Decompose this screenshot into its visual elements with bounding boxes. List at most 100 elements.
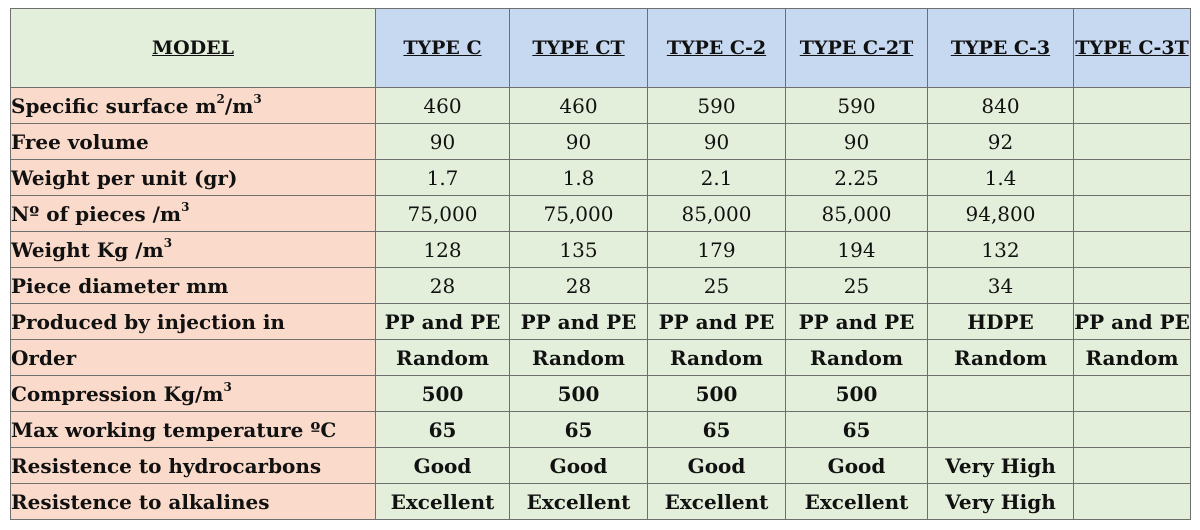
label-text: Produced by injection in (11, 309, 285, 334)
table-cell: 500 (647, 375, 786, 412)
table-cell: Good (509, 447, 648, 484)
table-cell: PP and PE (647, 303, 786, 340)
row-label: Order (10, 339, 376, 376)
table-cell: 85,000 (785, 195, 928, 232)
label-text: Specific surface m (11, 93, 217, 118)
table-cell: 500 (785, 375, 928, 412)
table-cell: Very High (927, 447, 1074, 484)
table-cell: PP and PE (1073, 303, 1191, 340)
table-cell: Excellent (375, 483, 510, 520)
label-text: Weight Kg /m (11, 237, 164, 262)
row-label: Weight Kg /m3 (10, 231, 376, 268)
table-cell: Very High (927, 483, 1074, 520)
table-cell: HDPE (927, 303, 1074, 340)
row-label: Resistence to alkalines (10, 483, 376, 520)
table-cell (1073, 267, 1191, 304)
label-text: Resistence to alkalines (11, 489, 270, 514)
table-cell: 90 (509, 123, 648, 160)
table-cell: Random (785, 339, 928, 376)
table-cell: PP and PE (509, 303, 648, 340)
table-cell: 75,000 (375, 195, 510, 232)
table-cell (1073, 411, 1191, 448)
table-cell: Random (927, 339, 1074, 376)
model-header: MODEL (10, 8, 376, 88)
table-cell: 90 (375, 123, 510, 160)
row-label: Nº of pieces /m3 (10, 195, 376, 232)
type-header: TYPE CT (509, 8, 648, 88)
table-cell: 460 (375, 87, 510, 124)
row-label: Specific surface m2/m3 (10, 87, 376, 124)
table-cell: Random (1073, 339, 1191, 376)
table-cell: Random (647, 339, 786, 376)
table-cell: 2.25 (785, 159, 928, 196)
table-cell: Random (375, 339, 510, 376)
type-header: TYPE C-2T (785, 8, 928, 88)
table-cell: Random (509, 339, 648, 376)
label-text: Resistence to hydrocarbons (11, 453, 322, 478)
table-cell: 194 (785, 231, 928, 268)
table-cell: Excellent (785, 483, 928, 520)
table-row: Piece diameter mm 28 28 25 25 34 (10, 267, 1191, 304)
table-cell: 1.4 (927, 159, 1074, 196)
table-cell: 65 (785, 411, 928, 448)
table-cell: Excellent (509, 483, 648, 520)
table-row: Compression Kg/m3 500 500 500 500 (10, 375, 1191, 412)
table-row: Resistence to alkalines Excellent Excellen… (10, 483, 1191, 520)
table-cell: 65 (375, 411, 510, 448)
table-cell: 128 (375, 231, 510, 268)
table-cell (1073, 231, 1191, 268)
table-cell: 90 (785, 123, 928, 160)
table-cell: 75,000 (509, 195, 648, 232)
type-header: TYPE C-3T (1073, 8, 1191, 88)
table-cell: 179 (647, 231, 786, 268)
table-cell: 94,800 (927, 195, 1074, 232)
table-cell: 2.1 (647, 159, 786, 196)
type-header: TYPE C-3 (927, 8, 1074, 88)
table-cell: PP and PE (785, 303, 928, 340)
label-text: Weight per unit (gr) (11, 165, 238, 190)
table-cell: 500 (509, 375, 648, 412)
row-label: Free volume (10, 123, 376, 160)
table-row: Free volume 90 90 90 90 92 (10, 123, 1191, 160)
table-cell: 90 (647, 123, 786, 160)
table-cell: 28 (509, 267, 648, 304)
label-superscript: 3 (253, 91, 262, 106)
table-row: Weight per unit (gr) 1.7 1.8 2.1 2.25 1.4 (10, 159, 1191, 196)
table-cell: 132 (927, 231, 1074, 268)
row-label: Compression Kg/m3 (10, 375, 376, 412)
label-text: Order (11, 345, 77, 370)
table-cell: Good (647, 447, 786, 484)
table-cell: Good (375, 447, 510, 484)
row-label: Produced by injection in (10, 303, 376, 340)
table-cell: 460 (509, 87, 648, 124)
type-header: TYPE C-2 (647, 8, 786, 88)
header-row: MODEL TYPE C TYPE CT TYPE C-2 TYPE C-2T … (10, 8, 1191, 88)
table-cell: 65 (647, 411, 786, 448)
table-cell (1073, 483, 1191, 520)
table-cell: Excellent (647, 483, 786, 520)
row-label: Max working temperature ºC (10, 411, 376, 448)
table-cell: 1.8 (509, 159, 648, 196)
table-cell: 840 (927, 87, 1074, 124)
table-cell: 28 (375, 267, 510, 304)
table-cell: 85,000 (647, 195, 786, 232)
label-superscript: 2 (216, 91, 225, 106)
table-cell (1073, 447, 1191, 484)
label-superscript: 3 (181, 199, 190, 214)
table-cell: 500 (375, 375, 510, 412)
label-text: Free volume (11, 129, 149, 154)
table-cell: 65 (509, 411, 648, 448)
table-cell: 92 (927, 123, 1074, 160)
label-text: /m (224, 93, 254, 118)
table-row: Max working temperature ºC 65 65 65 65 (10, 411, 1191, 448)
row-label: Weight per unit (gr) (10, 159, 376, 196)
table-cell: PP and PE (375, 303, 510, 340)
table-row: Nº of pieces /m3 75,000 75,000 85,000 85,000… (10, 195, 1191, 232)
table-cell (1073, 195, 1191, 232)
label-text: Nº of pieces /m (11, 201, 182, 226)
table-cell: 135 (509, 231, 648, 268)
label-text: Piece diameter mm (11, 273, 229, 298)
table-cell (1073, 375, 1191, 412)
label-text: Compression Kg/m (11, 381, 224, 406)
label-superscript: 3 (223, 379, 232, 394)
